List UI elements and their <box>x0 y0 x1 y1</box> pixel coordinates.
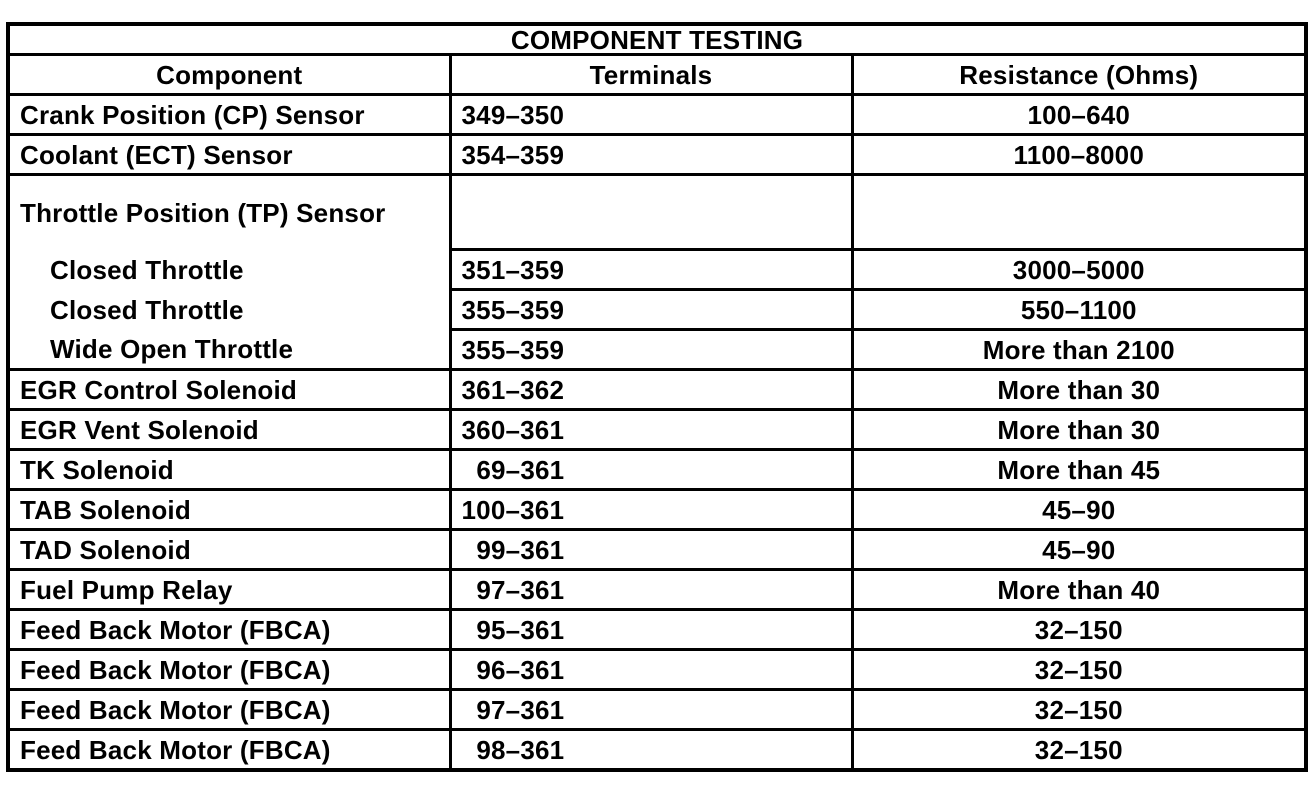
cell-resistance: 32–150 <box>850 648 1308 691</box>
cell-terminals: 351–359 <box>448 248 854 291</box>
cell-terminals: 97–361 <box>448 568 854 611</box>
cell-resistance: More than 45 <box>850 448 1308 491</box>
cell-resistance: 32–150 <box>850 728 1308 772</box>
cell-resistance: 1100–8000 <box>850 133 1308 176</box>
component-testing-table: COMPONENT TESTING Component Terminals Re… <box>6 22 1309 772</box>
table-row: EGR Control Solenoid 361–362 More than 30 <box>6 368 1308 411</box>
table-row: Closed Throttle 351–359 3000–5000 <box>6 248 1308 291</box>
cell-resistance: 45–90 <box>850 528 1308 571</box>
cell-resistance: More than 40 <box>850 568 1308 611</box>
cell-component: TK Solenoid <box>6 448 452 491</box>
cell-component: Feed Back Motor (FBCA) <box>6 608 452 651</box>
cell-resistance: 45–90 <box>850 488 1308 531</box>
cell-terminals: 99–361 <box>448 528 854 571</box>
cell-terminals <box>448 173 854 251</box>
table-row: Feed Back Motor (FBCA) 98–361 32–150 <box>6 728 1308 772</box>
cell-component: Feed Back Motor (FBCA) <box>6 648 452 691</box>
cell-resistance: More than 30 <box>850 408 1308 451</box>
cell-terminals: 360–361 <box>448 408 854 451</box>
table-row: Throttle Position (TP) Sensor <box>6 173 1308 251</box>
cell-terminals: 355–359 <box>448 288 854 331</box>
table-row: Coolant (ECT) Sensor 354–359 1100–8000 <box>6 133 1308 176</box>
cell-resistance: 32–150 <box>850 608 1308 651</box>
cell-terminals: 96–361 <box>448 648 854 691</box>
cell-component: TAB Solenoid <box>6 488 452 531</box>
cell-resistance: 3000–5000 <box>850 248 1308 291</box>
cell-component: Feed Back Motor (FBCA) <box>6 688 452 731</box>
cell-terminals: 349–350 <box>448 93 854 136</box>
cell-terminals: 354–359 <box>448 133 854 176</box>
table-row: Fuel Pump Relay 97–361 More than 40 <box>6 568 1308 611</box>
cell-terminals: 69–361 <box>448 448 854 491</box>
cell-resistance: More than 2100 <box>850 328 1308 371</box>
table-row: TAD Solenoid 99–361 45–90 <box>6 528 1308 571</box>
cell-component: Crank Position (CP) Sensor <box>6 93 452 136</box>
header-terminals: Terminals <box>448 53 854 96</box>
table-row: Feed Back Motor (FBCA) 96–361 32–150 <box>6 648 1308 691</box>
cell-terminals: 95–361 <box>448 608 854 651</box>
cell-component: Coolant (ECT) Sensor <box>6 133 452 176</box>
table-row: Closed Throttle 355–359 550–1100 <box>6 288 1308 331</box>
cell-component: Throttle Position (TP) Sensor <box>6 173 452 250</box>
cell-resistance: 550–1100 <box>850 288 1308 331</box>
cell-resistance: 32–150 <box>850 688 1308 731</box>
cell-resistance: More than 30 <box>850 368 1308 411</box>
cell-component: Closed Throttle <box>6 289 452 330</box>
cell-resistance: 100–640 <box>850 93 1308 136</box>
table-row: Crank Position (CP) Sensor 349–350 100–640 <box>6 93 1308 136</box>
cell-component: EGR Control Solenoid <box>6 368 452 411</box>
cell-resistance <box>850 173 1308 251</box>
cell-terminals: 355–359 <box>448 328 854 371</box>
header-component: Component <box>6 53 452 96</box>
cell-terminals: 361–362 <box>448 368 854 411</box>
cell-terminals: 97–361 <box>448 688 854 731</box>
cell-component: Wide Open Throttle <box>6 329 452 371</box>
cell-terminals: 98–361 <box>448 728 854 772</box>
cell-component: EGR Vent Solenoid <box>6 408 452 451</box>
header-row: Component Terminals Resistance (Ohms) <box>6 53 1308 96</box>
table-title: COMPONENT TESTING <box>6 22 1308 56</box>
cell-component: Fuel Pump Relay <box>6 568 452 611</box>
table-row: TK Solenoid 69–361 More than 45 <box>6 448 1308 491</box>
table-row: TAB Solenoid 100–361 45–90 <box>6 488 1308 531</box>
table-row: EGR Vent Solenoid 360–361 More than 30 <box>6 408 1308 451</box>
cell-component: Closed Throttle <box>6 249 452 290</box>
table-row: Feed Back Motor (FBCA) 97–361 32–150 <box>6 688 1308 731</box>
cell-component: Feed Back Motor (FBCA) <box>6 728 452 772</box>
header-resistance: Resistance (Ohms) <box>850 53 1308 96</box>
cell-terminals: 100–361 <box>448 488 854 531</box>
cell-component: TAD Solenoid <box>6 528 452 571</box>
table-row: Feed Back Motor (FBCA) 95–361 32–150 <box>6 608 1308 651</box>
title-row: COMPONENT TESTING <box>6 22 1308 56</box>
table-row: Wide Open Throttle 355–359 More than 2100 <box>6 328 1308 371</box>
